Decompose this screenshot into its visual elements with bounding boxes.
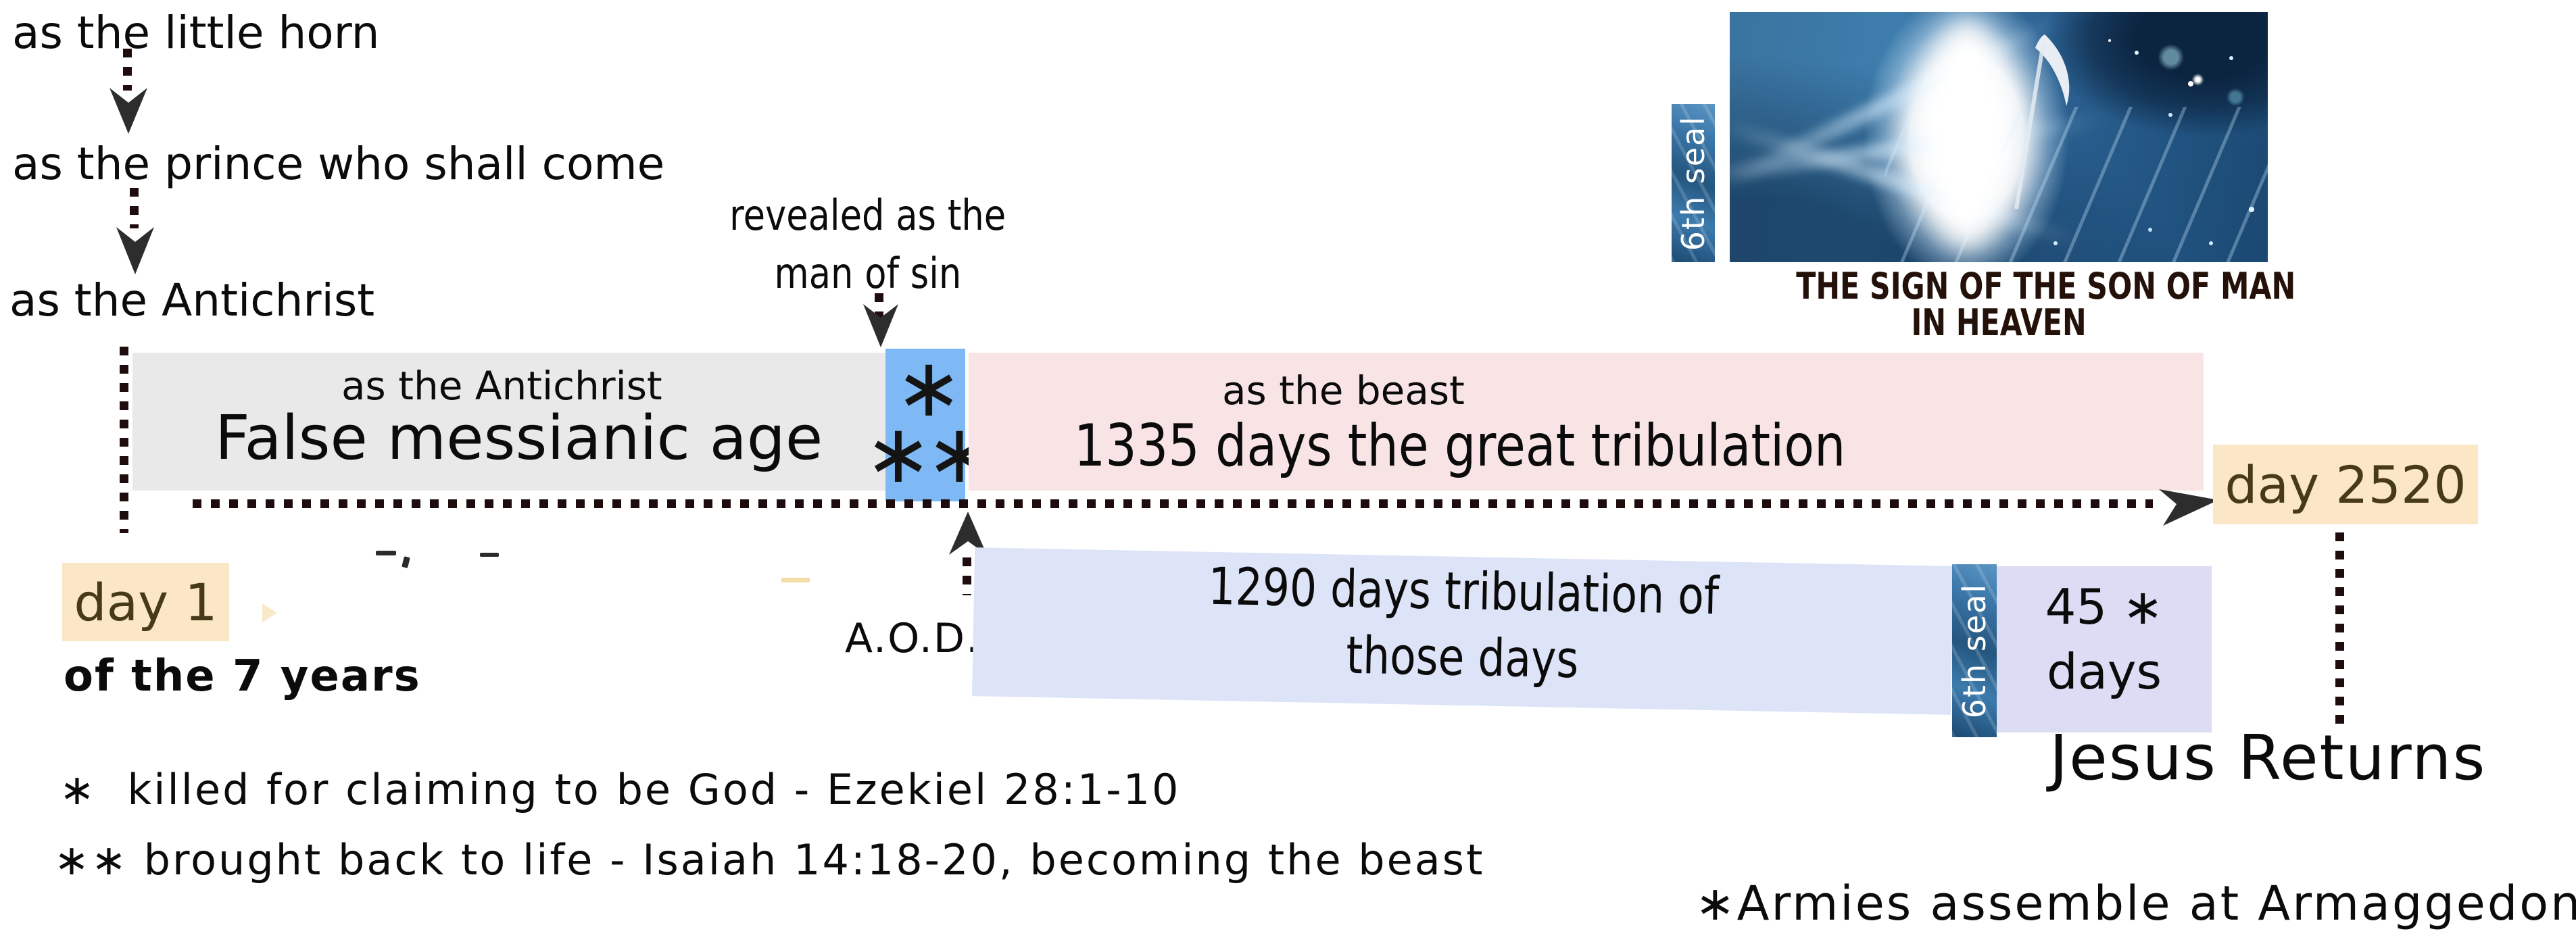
day1-dotted-line [120,347,128,533]
timeline-dotted-arrow [193,499,2153,508]
gray-box-line1: as the Antichrist [341,363,662,409]
footnote-killed: ∗ killed for claiming to be God - Ezekie… [59,765,1181,814]
tribulation-1290-box: 1290 days tribulation of those days [972,547,1953,715]
erased-mark [376,551,396,555]
up-arrowhead-icon [949,512,987,555]
footnote-armies: ∗Armies assemble at Armaggedon [1695,876,2576,931]
false-messianic-age-box [132,353,892,491]
down-arrowhead-icon [116,227,154,274]
jesus-returns-label: Jesus Returns [2049,722,2487,794]
great-tribulation-box [969,353,2204,491]
erased-arrow-remnant [262,603,277,622]
dotted-connector [123,49,132,91]
erased-mark [402,556,410,568]
light-burst-core [1945,47,1989,220]
dotted-connector [875,293,883,320]
star-field [2108,39,2111,42]
down-arrowhead-icon [863,304,898,347]
forty-five-days-box: 45 ∗ days [1997,566,2212,732]
image-caption-line1: THE SIGN OF THE SON OF MAN [1796,265,2296,307]
gray-box-line2: False messianic age [215,403,823,474]
revealed-note-line2: man of sin [774,249,962,298]
sixth-seal-strip-image: 6th seal [1672,104,1715,262]
day-1-badge: day 1 [62,563,229,641]
label-antichrist: as the Antichrist [9,274,375,326]
dotted-connector [130,188,139,228]
box1290-line2: those days [1345,624,1580,690]
sign-of-son-of-man-image [1730,12,2268,262]
right-arrowhead-icon [2158,484,2218,526]
scythe-icon [2014,34,2070,209]
seven-years-label: of the 7 years [64,651,421,701]
erased-mark [480,553,499,557]
image-caption-line2: IN HEAVEN [1911,301,2087,344]
sixth-seal-strip-timeline: 6th seal [1952,564,1997,737]
box1290-line1: 1290 days tribulation of [1207,555,1720,626]
down-arrowhead-icon [110,88,147,134]
dotted-connector [963,557,971,595]
erased-mark-faint [781,578,810,582]
pink-box-line1: as the beast [1222,368,1465,414]
pink-box-line2: 1335 days the great tribulation [1074,412,1846,480]
asterisk-marker: ∗ [894,341,963,435]
box45-line1: 45 ∗ [2045,578,2164,635]
footnote-brought-back: ∗∗ brought back to life - Isaiah 14:18-2… [54,835,1485,885]
label-prince: as the prince who shall come [12,138,665,190]
jesus-returns-dotted-line [2335,532,2344,724]
label-little-horn: as the little horn [12,7,380,59]
day-2520-badge: day 2520 [2213,445,2478,524]
box45-line2: days [2047,643,2162,700]
revealed-note-line1: revealed as the [729,191,1006,240]
